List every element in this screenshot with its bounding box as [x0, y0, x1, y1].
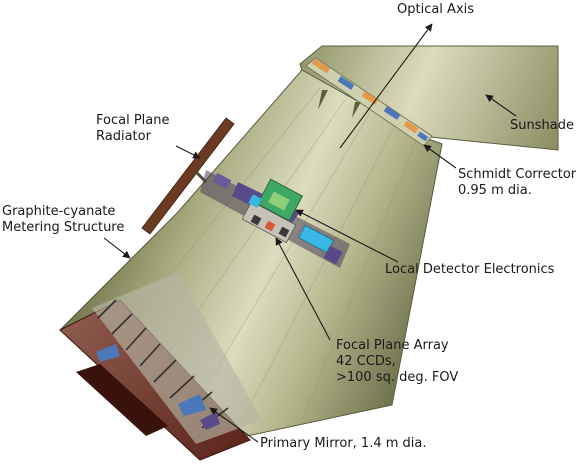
support-strut	[318, 90, 328, 110]
leader-lines	[103, 23, 517, 443]
optical-axis-label: Optical Axis	[397, 2, 475, 17]
mirror-blue-detail	[200, 412, 220, 430]
mirror-cell-frame	[92, 272, 262, 444]
primary-mirror-label: Primary Mirror, 1.4 m dia.	[260, 436, 427, 451]
mirror-struts	[97, 299, 229, 429]
sunshade-label: Sunshade	[510, 118, 574, 133]
schmidt-corrector-label: Schmidt Corrector 0.95 m dia.	[458, 167, 576, 198]
local-detector-electronics-label: Local Detector Electronics	[385, 262, 555, 277]
mirror-blue-detail	[178, 394, 206, 416]
support-strut	[352, 102, 361, 118]
focal-plane-array-label: Focal Plane Array 42 CCDs, >100 sq. deg.…	[336, 338, 459, 385]
focal-plane-radiator-label: Focal Plane Radiator	[96, 113, 170, 144]
focal-plane-radiator-panel	[141, 117, 235, 235]
metering-structure-label: Graphite-cyanate Metering Structure	[2, 204, 125, 235]
focal-plane-assembly	[200, 170, 350, 268]
schmidt-corrector-ring	[305, 57, 433, 147]
mirror-base-shadow	[76, 364, 168, 436]
mirror-blue-detail	[96, 344, 120, 362]
